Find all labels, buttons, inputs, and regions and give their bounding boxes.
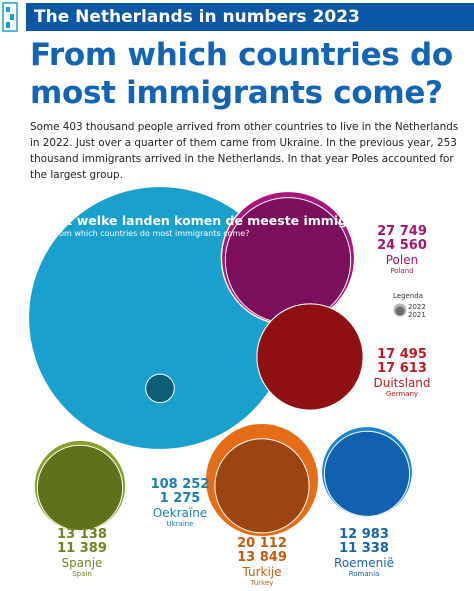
legend-label: Legenda (393, 292, 424, 300)
legend-year-2021: 2021 (408, 311, 426, 319)
bubble-ukraine-2021 (145, 373, 175, 404)
header-title: The Netherlands in numbers 2023 (26, 3, 474, 31)
bubble-germany-2021 (256, 303, 364, 411)
ukraine-sub: Ukraine (166, 520, 194, 528)
poland-name: Polen (385, 253, 419, 267)
romania-value-2021: 11 338 (339, 541, 389, 556)
label-germany: 17 495 17 613 Duitsland Germany (370, 348, 434, 399)
spain-name: Spanje (61, 556, 103, 570)
germany-value-2021: 17 613 (377, 361, 427, 376)
ukraine-value-2021: 1 275 (159, 491, 201, 506)
bubble-spain-2021 (36, 444, 124, 532)
spain-sub: Spain (72, 570, 92, 578)
label-romania: 12 983 11 338 Roemenië Romania (332, 528, 396, 579)
poland-sub: Poland (390, 267, 414, 275)
poland-value-2021: 24 560 (377, 238, 427, 253)
chart-subtitle: From which countries do most immigrants … (52, 229, 250, 238)
ukraine-name: Oekraïne (152, 506, 208, 520)
turkey-sub: Turkey (250, 579, 274, 587)
turkey-name: Turkije (242, 565, 282, 579)
spain-value-2022: 13 138 (57, 527, 107, 542)
germany-sub: Germany (385, 390, 419, 398)
turkey-value-2021: 13 849 (237, 550, 287, 565)
germany-name: Duitsland (373, 376, 431, 390)
bubble-turkey-2021 (214, 438, 310, 534)
bubble-romania-2021 (323, 430, 411, 517)
ukraine-value-2022: 108 252 (150, 477, 210, 492)
label-ukraine: 108 252 1 275 Oekraïne Ukraine (140, 478, 220, 529)
intro-text: Some 403 thousand people arrived from ot… (30, 121, 459, 181)
label-spain: 13 138 11 389 Spanje Spain (50, 528, 114, 579)
label-turkey: 20 112 13 849 Turkije Turkey (230, 537, 294, 588)
romania-name: Roemenië (334, 556, 394, 570)
romania-sub: Romania (348, 570, 380, 578)
germany-value-2022: 17 495 (377, 347, 427, 362)
page-headline: From which countries do most immigrants … (30, 37, 453, 111)
legend-year-2022: 2022 (408, 303, 426, 311)
cbs-logo (2, 2, 18, 32)
chart-title: Uit welke landen komen de meeste immigra… (52, 213, 402, 228)
spain-value-2021: 11 389 (57, 541, 107, 556)
romania-value-2022: 12 983 (339, 527, 389, 542)
legend: Legenda 2022 2021 (393, 292, 426, 319)
turkey-value-2022: 20 112 (237, 536, 287, 551)
poland-value-2022: 27 749 (377, 224, 427, 239)
legend-bubbles-icon (393, 303, 407, 317)
label-poland: 27 749 24 560 Polen Poland (370, 225, 434, 276)
